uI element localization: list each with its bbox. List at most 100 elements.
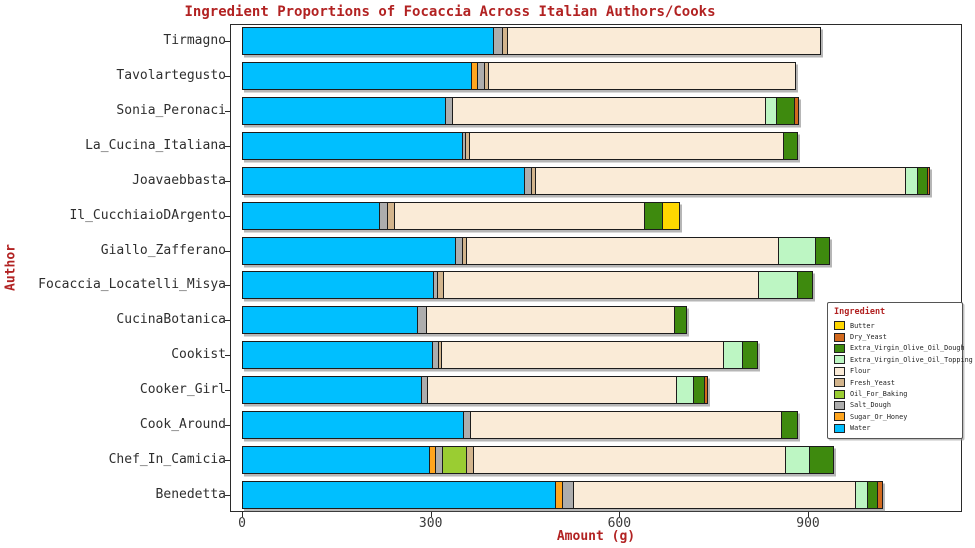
bar-segment-Extra_Virgin_Olive_Oil_Dough: [644, 201, 664, 230]
legend-label: Dry_Yeast: [850, 333, 887, 342]
bar-segment-Extra_Virgin_Olive_Oil_Dough: [673, 306, 688, 335]
author-label: La_Cucina_Italiana: [85, 138, 226, 153]
author-label: Joavaebbasta: [132, 172, 226, 188]
bar-segment-Extra_Virgin_Olive_Oil_Topping: [722, 341, 743, 370]
legend-item-Oil_For_Baking: Oil_For_Baking: [834, 388, 957, 399]
x-tick-label: 600: [607, 516, 632, 531]
bar-segment-Flour: [487, 62, 796, 91]
bar-segment-Oil_For_Baking: [442, 445, 468, 474]
stacked-bar-Cookist: [242, 341, 759, 370]
author-label: Il_CucchiaioDArgento: [69, 207, 226, 223]
bar-segment-Dry_Yeast: [876, 480, 884, 509]
stacked-bar-Sonia_Peronaci: [242, 97, 800, 126]
legend-item-Extra_Virgin_Olive_Oil_Dough: Extra_Virgin_Olive_Oil_Dough: [834, 343, 965, 354]
legend-label: Extra_Virgin_Olive_Oil_Dough: [850, 344, 965, 353]
bar-segment-Flour: [535, 166, 907, 195]
y-tick-mark: [225, 180, 230, 182]
legend-swatch: [834, 400, 845, 410]
x-tick-label: 900: [796, 516, 820, 531]
x-tick-mark: [619, 512, 621, 517]
bar-segment-Butter: [662, 201, 680, 230]
bar-segment-Extra_Virgin_Olive_Oil_Topping: [758, 271, 799, 300]
legend-label: Flour: [850, 367, 871, 376]
stacked-bar-CucinaBotanica: [242, 306, 688, 335]
author-label: Sonia_Peronaci: [116, 103, 226, 119]
x-tick-mark: [242, 512, 243, 517]
author-label: Tavolartegusto: [116, 68, 226, 84]
author-label: Chef_In_Camicia: [108, 451, 226, 467]
bar-segment-Flour: [472, 445, 786, 474]
bar-segment-Extra_Virgin_Olive_Oil_Topping: [784, 445, 811, 474]
stacked-bar-Focaccia_Locatelli_Misya: [242, 271, 814, 300]
author-label: CucinaBotanica: [116, 312, 226, 328]
stacked-bar-Joavaebbasta: [242, 166, 930, 195]
bar-segment-Water: [242, 271, 434, 300]
bar-segment-Flour: [466, 236, 780, 265]
y-tick-mark: [225, 250, 230, 252]
bar-segment-Extra_Virgin_Olive_Oil_Dough: [797, 271, 814, 300]
bar-segment-Flour: [572, 480, 856, 509]
bar-segment-Extra_Virgin_Olive_Oil_Dough: [782, 132, 798, 160]
bar-segment-Dry_Yeast: [927, 166, 930, 195]
author-label: Focaccia_Locatelli_Misya: [38, 277, 226, 293]
legend-item-Salt_Dough: Salt_Dough: [834, 400, 957, 411]
bar-segment-Water: [242, 341, 434, 370]
bar-segment-Extra_Virgin_Olive_Oil_Dough: [776, 97, 796, 126]
bar-segment-Extra_Virgin_Olive_Oil_Dough: [814, 236, 830, 265]
legend-item-Water: Water: [834, 423, 957, 434]
y-tick-mark: [225, 424, 230, 426]
stacked-bar-Il_CucchiaioDArgento: [242, 201, 680, 230]
bar-segment-Dry_Yeast: [704, 376, 708, 404]
x-axis-title: Amount (g): [556, 529, 636, 544]
legend-title: Ingredient: [834, 307, 886, 317]
stacked-bar-Cooker_Girl: [242, 376, 708, 404]
chart-title: Ingredient Proportions of Focaccia Acros…: [184, 4, 716, 20]
stacked-bar-Tavolartegusto: [242, 62, 796, 91]
bar-segment-Water: [242, 480, 556, 509]
bar-segment-Flour: [469, 410, 783, 439]
y-tick-mark: [225, 320, 230, 322]
bar-segment-Extra_Virgin_Olive_Oil_Dough: [781, 410, 799, 439]
legend-swatch: [834, 389, 845, 399]
y-tick-mark: [225, 355, 230, 357]
stacked-bar-Giallo_Zafferano: [242, 236, 830, 265]
bar-segment-Flour: [442, 271, 760, 300]
bar-segment-Flour: [451, 97, 767, 126]
bar-segment-Flour: [440, 341, 724, 370]
x-tick-label: 0: [238, 516, 246, 531]
author-label: Cooker_Girl: [139, 382, 226, 397]
bar-segment-Water: [242, 236, 456, 265]
legend-item-Flour: Flour: [834, 366, 957, 377]
legend-swatch: [834, 378, 845, 388]
bar-segment-Extra_Virgin_Olive_Oil_Dough: [809, 445, 834, 474]
legend-entries: Butter Dry_Yeast Extra_Virgin_Olive_Oil_Do…: [834, 320, 973, 434]
legend-label: Sugar_Or_Honey: [850, 412, 908, 421]
bar-segment-Water: [242, 62, 472, 91]
author-label: Giallo_Zafferano: [100, 242, 226, 258]
bar-segment-Water: [242, 445, 431, 474]
legend-swatch: [834, 355, 845, 365]
legend-label: Butter: [850, 321, 875, 330]
author-label: Benedetta: [155, 486, 226, 502]
bar-segment-Flour: [393, 201, 646, 230]
legend-label: Extra_Virgin_Olive_Oil_Topping: [850, 355, 973, 364]
y-tick-mark: [225, 390, 230, 391]
bar-segment-Dry_Yeast: [794, 97, 800, 126]
legend-item-Extra_Virgin_Olive_Oil_Topping: Extra_Virgin_Olive_Oil_Topping: [834, 354, 973, 365]
legend-label: Oil_For_Baking: [850, 390, 908, 399]
bar-segment-Water: [242, 410, 464, 439]
legend-label: Fresh_Yeast: [850, 378, 896, 387]
legend-item-Sugar_Or_Honey: Sugar_Or_Honey: [834, 411, 957, 422]
author-label: Cookist: [171, 347, 226, 363]
legend-swatch: [834, 412, 845, 422]
bar-segment-Water: [242, 97, 447, 126]
bar-segment-Flour: [506, 27, 822, 56]
author-label: Tirmagno: [163, 33, 226, 49]
bar-segment-Water: [242, 166, 525, 195]
stacked-bar-Benedetta: [242, 480, 884, 509]
bar-segment-Water: [242, 306, 419, 335]
bar-segment-Water: [242, 201, 381, 230]
y-tick-mark: [225, 76, 230, 78]
bar-segment-Water: [242, 27, 494, 56]
